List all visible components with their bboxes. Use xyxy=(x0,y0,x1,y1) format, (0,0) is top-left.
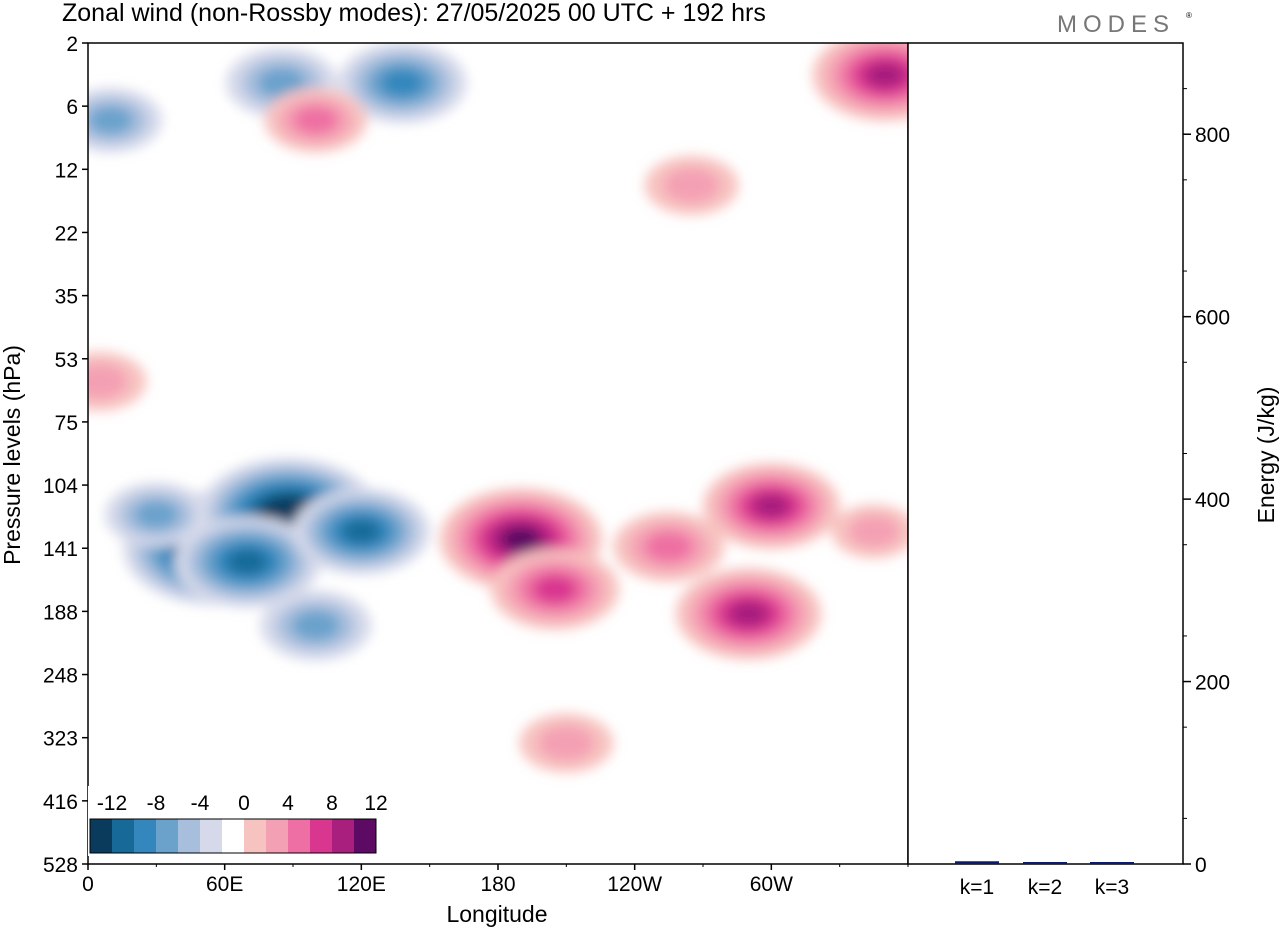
colorbar-swatch xyxy=(354,819,376,853)
heatmap-blob xyxy=(663,167,720,204)
energy-bar xyxy=(955,861,999,864)
energy-category-label: k=2 xyxy=(1028,876,1062,899)
y-tick-label: 22 xyxy=(55,222,78,245)
heatmap-field xyxy=(88,43,908,773)
heatmap-blob xyxy=(293,106,338,135)
heatmap-blob xyxy=(538,725,595,761)
y-tick-label: 6 xyxy=(66,96,78,119)
heatmap-blob xyxy=(342,519,381,544)
chart-title: Zonal wind (non-Rossby modes): 27/05/202… xyxy=(62,0,766,27)
colorbar-swatch xyxy=(222,819,244,853)
energy-category-label: k=1 xyxy=(960,876,994,899)
energy-panel-frame xyxy=(907,42,1184,865)
heatmap-blob xyxy=(533,575,577,603)
y-tick-label: 248 xyxy=(43,665,78,688)
y-tick-label: 323 xyxy=(43,728,78,751)
logo-mark: ® xyxy=(1186,11,1192,20)
y-tick-label: 2 xyxy=(66,33,78,56)
colorbar-label: 0 xyxy=(238,792,250,815)
colorbar-swatch xyxy=(134,819,156,853)
y-tick-label: 53 xyxy=(55,349,78,372)
heatmap-blob xyxy=(88,106,133,135)
colorbar-label: -4 xyxy=(191,792,210,815)
x-tick-label: 120W xyxy=(607,873,662,896)
energy-category-label: k=3 xyxy=(1095,876,1129,899)
longitude-axis: 0 60E 120E 180 120W 60W xyxy=(82,864,909,896)
energy-tick-label: 800 xyxy=(1195,124,1230,147)
colorbar-label: -8 xyxy=(147,792,166,815)
colorbar-swatch xyxy=(112,819,134,853)
energy-bars: k=1 k=2 k=3 xyxy=(955,861,1134,899)
modes-logo: MODES xyxy=(1057,11,1175,38)
colorbar-swatch xyxy=(288,819,310,853)
energy-tick-label: 400 xyxy=(1195,489,1230,512)
heatmap-blob xyxy=(227,549,268,575)
heatmap-blob xyxy=(380,69,424,97)
x-tick-label: 180 xyxy=(480,873,515,896)
energy-tick-label: 600 xyxy=(1195,307,1230,330)
colorbar-frame xyxy=(89,818,377,854)
heatmap-blob xyxy=(752,494,791,518)
colorbar-swatch xyxy=(244,819,266,853)
x-tick-label: 60E xyxy=(206,873,243,896)
energy-tick-label: 200 xyxy=(1195,672,1230,695)
heatmap-blob xyxy=(501,527,540,552)
colorbar-swatch xyxy=(156,819,178,853)
energy-bar xyxy=(1090,862,1134,864)
heatmap-background xyxy=(88,43,908,864)
colorbar-swatch xyxy=(266,819,288,853)
colorbar-label: -12 xyxy=(97,792,127,815)
y-tick-label: 528 xyxy=(43,854,78,877)
pressure-axis: 2 6 12 22 35 53 75 104 141 188 248 323 416 528 xyxy=(43,33,88,877)
colorbar-label: 4 xyxy=(282,792,294,815)
y-tick-label: 35 xyxy=(55,286,78,309)
colorbar-swatch xyxy=(90,819,112,853)
energy-tick-label: 0 xyxy=(1195,854,1207,877)
y-tick-label: 104 xyxy=(43,475,78,498)
energy-axis: 0 200 400 600 800 xyxy=(1183,88,1230,877)
heatmap-blob xyxy=(848,515,900,548)
colorbar-label: 8 xyxy=(326,792,338,815)
colorbar: -12 -8 -4 0 4 8 12 xyxy=(88,786,388,856)
x-tick-label: 0 xyxy=(82,873,94,896)
energy-axis-label: Energy (J/kg) xyxy=(1253,387,1279,524)
heatmap-blob xyxy=(291,610,340,641)
x-tick-label: 60W xyxy=(750,873,793,896)
heatmap-blob xyxy=(134,500,179,529)
colorbar-swatch xyxy=(200,819,222,853)
x-tick-label: 120E xyxy=(337,873,386,896)
x-axis-label: Longitude xyxy=(446,901,547,927)
colorbar-swatch xyxy=(332,819,354,853)
y-axis-label: Pressure levels (hPa) xyxy=(0,345,25,565)
heatmap-blob xyxy=(644,531,693,562)
y-tick-label: 75 xyxy=(55,412,78,435)
colorbar-swatch xyxy=(310,819,332,853)
energy-bar xyxy=(1023,862,1067,864)
heatmap-blob xyxy=(257,67,306,98)
colorbar-label: 12 xyxy=(364,792,387,815)
heatmap-blob xyxy=(88,363,128,400)
heatmap-blob xyxy=(728,601,769,627)
heatmap-blob xyxy=(865,62,906,88)
y-tick-label: 188 xyxy=(43,601,78,624)
colorbar-swatch xyxy=(178,819,200,853)
y-tick-label: 141 xyxy=(43,538,78,561)
y-tick-label: 416 xyxy=(43,791,78,814)
y-tick-label: 12 xyxy=(55,159,78,182)
